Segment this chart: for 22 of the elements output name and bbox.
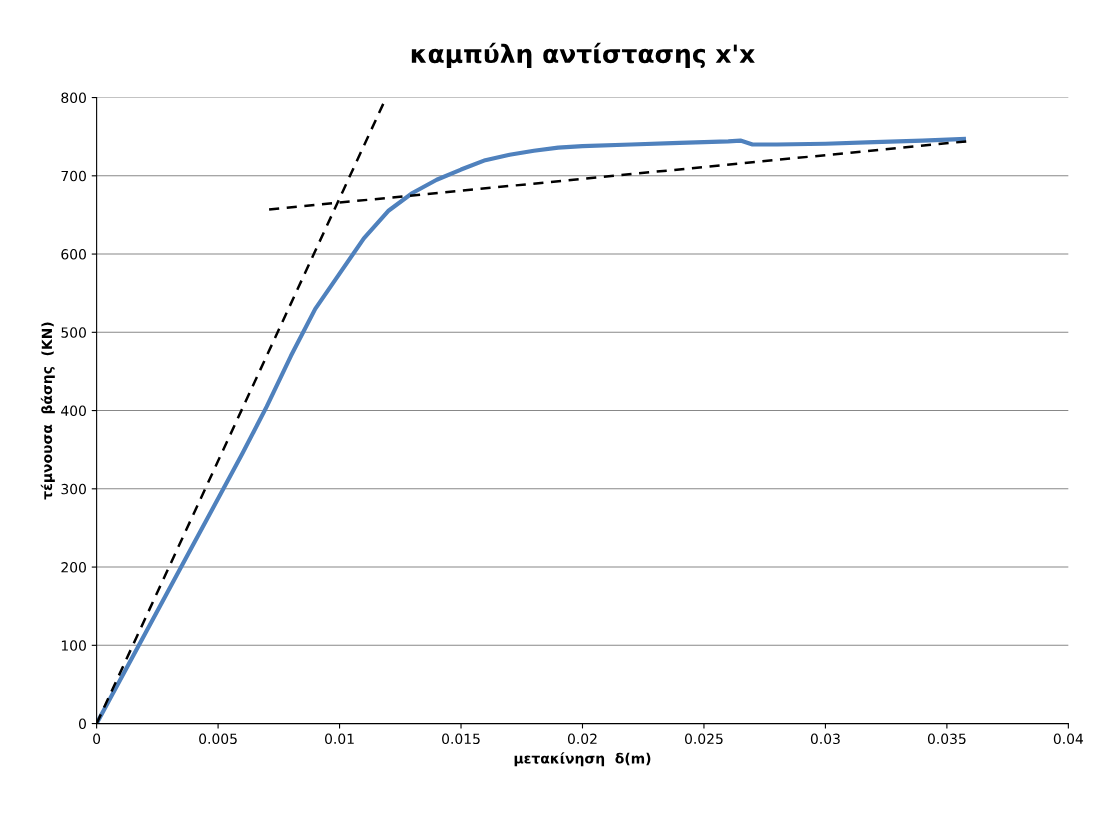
x-tick-label: 0.01 bbox=[325, 733, 354, 745]
x-tick-label: 0 bbox=[93, 733, 101, 745]
x-tick-label: 0.025 bbox=[684, 733, 723, 745]
y-tick-label: 300 bbox=[61, 483, 86, 495]
x-tick-label: 0.005 bbox=[199, 733, 237, 745]
y-tick-label: 600 bbox=[61, 249, 86, 260]
y-tick-label: 700 bbox=[61, 170, 86, 182]
y-tick-label: 500 bbox=[61, 327, 86, 338]
y-tick-label: 0 bbox=[78, 718, 86, 730]
chart-title: καμπύλη αντίστασης x'x bbox=[411, 42, 755, 69]
y-axis-title: τέμνουσα βάσης (KN) bbox=[40, 322, 55, 500]
x-tick-label: 0.04 bbox=[1053, 733, 1084, 745]
x-tick-label: 0.015 bbox=[442, 733, 480, 745]
x-axis-title: μετακίνηση δ(m) bbox=[514, 752, 651, 767]
y-tick-label: 100 bbox=[61, 640, 86, 651]
x-tick-label: 0.02 bbox=[567, 733, 597, 745]
y-tick-label: 400 bbox=[61, 405, 86, 417]
y-tick-label: 800 bbox=[61, 92, 86, 104]
y-tick-label: 200 bbox=[61, 562, 86, 573]
x-tick-label: 0.03 bbox=[810, 733, 840, 745]
line-series bbox=[96, 136, 966, 724]
x-tick-label: 0.035 bbox=[927, 733, 966, 745]
